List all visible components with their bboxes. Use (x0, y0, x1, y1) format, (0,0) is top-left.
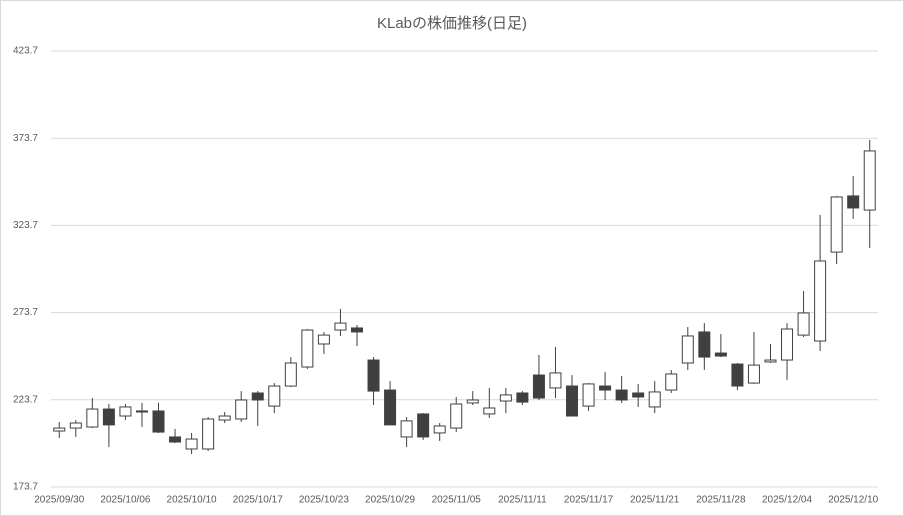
candle-body (499, 394, 512, 402)
candle-body (218, 415, 231, 421)
candle-body (433, 425, 446, 434)
candle-body (169, 436, 182, 443)
x-tick-label: 2025/10/10 (167, 495, 217, 506)
candle-body (615, 389, 628, 401)
candle-body (863, 150, 876, 211)
candle-body (400, 420, 413, 438)
x-tick-label: 2025/10/29 (365, 495, 415, 506)
candle-body (698, 331, 711, 358)
candle-body (764, 359, 777, 363)
x-tick-label: 2025/12/10 (828, 495, 878, 506)
candle-body (599, 385, 612, 391)
x-tick-label: 2025/12/04 (762, 495, 812, 506)
candle-body (566, 385, 579, 417)
candle-body (86, 408, 99, 428)
candle-body (731, 363, 744, 387)
candle-body (102, 408, 115, 426)
candle-body (135, 410, 148, 413)
candle-body (781, 328, 794, 361)
candle-body (747, 364, 760, 384)
candle-body (367, 359, 380, 392)
x-tick-label: 2025/11/21 (630, 495, 680, 506)
candle-body (648, 391, 661, 408)
candle-body (202, 418, 215, 450)
candle-body (681, 335, 694, 364)
candle-body (466, 399, 479, 404)
candle-body (797, 312, 810, 336)
y-tick-label: 223.7 (13, 394, 38, 405)
candle-body (185, 438, 198, 450)
candle-body (350, 327, 363, 333)
candle-body (284, 362, 297, 387)
y-tick-label: 423.7 (13, 46, 38, 57)
candle-body (235, 399, 248, 420)
candle-body (830, 196, 843, 253)
candle-body (152, 410, 165, 433)
y-tick-label: 273.7 (13, 307, 38, 318)
candle-body (301, 329, 314, 368)
x-tick-label: 2025/11/28 (696, 495, 746, 506)
candle-body (53, 427, 66, 432)
x-tick-label: 2025/11/11 (498, 495, 547, 506)
candle-body (532, 374, 545, 399)
candle-body (268, 385, 281, 407)
candle-body (119, 406, 132, 417)
candle-body (483, 407, 496, 415)
candle-body (714, 352, 727, 357)
candle-body (516, 392, 529, 403)
x-tick-label: 2025/10/17 (233, 495, 283, 506)
x-tick-label: 2025/11/05 (432, 495, 482, 506)
x-tick-label: 2025/10/06 (100, 495, 150, 506)
candle-body (814, 260, 827, 342)
candle-body (847, 195, 860, 209)
y-tick-label: 373.7 (13, 133, 38, 144)
candle-body (665, 373, 678, 391)
candle-body (417, 413, 430, 438)
candle-body (69, 422, 82, 429)
candle-body (251, 392, 264, 401)
x-tick-label: 2025/10/23 (299, 495, 349, 506)
candle-body (317, 334, 330, 345)
candle-body (582, 383, 595, 407)
y-tick-label: 323.7 (13, 220, 38, 231)
x-tick-label: 2025/09/30 (34, 495, 84, 506)
candle-body (384, 389, 397, 426)
y-tick-label: 173.7 (13, 482, 38, 493)
candle-body (549, 372, 562, 389)
x-tick-label: 2025/11/17 (564, 495, 614, 506)
chart-title: KLabの株価推移(日足) (377, 15, 527, 32)
candle-body (334, 322, 347, 331)
candle-body (632, 392, 645, 398)
candle-body (450, 403, 463, 429)
